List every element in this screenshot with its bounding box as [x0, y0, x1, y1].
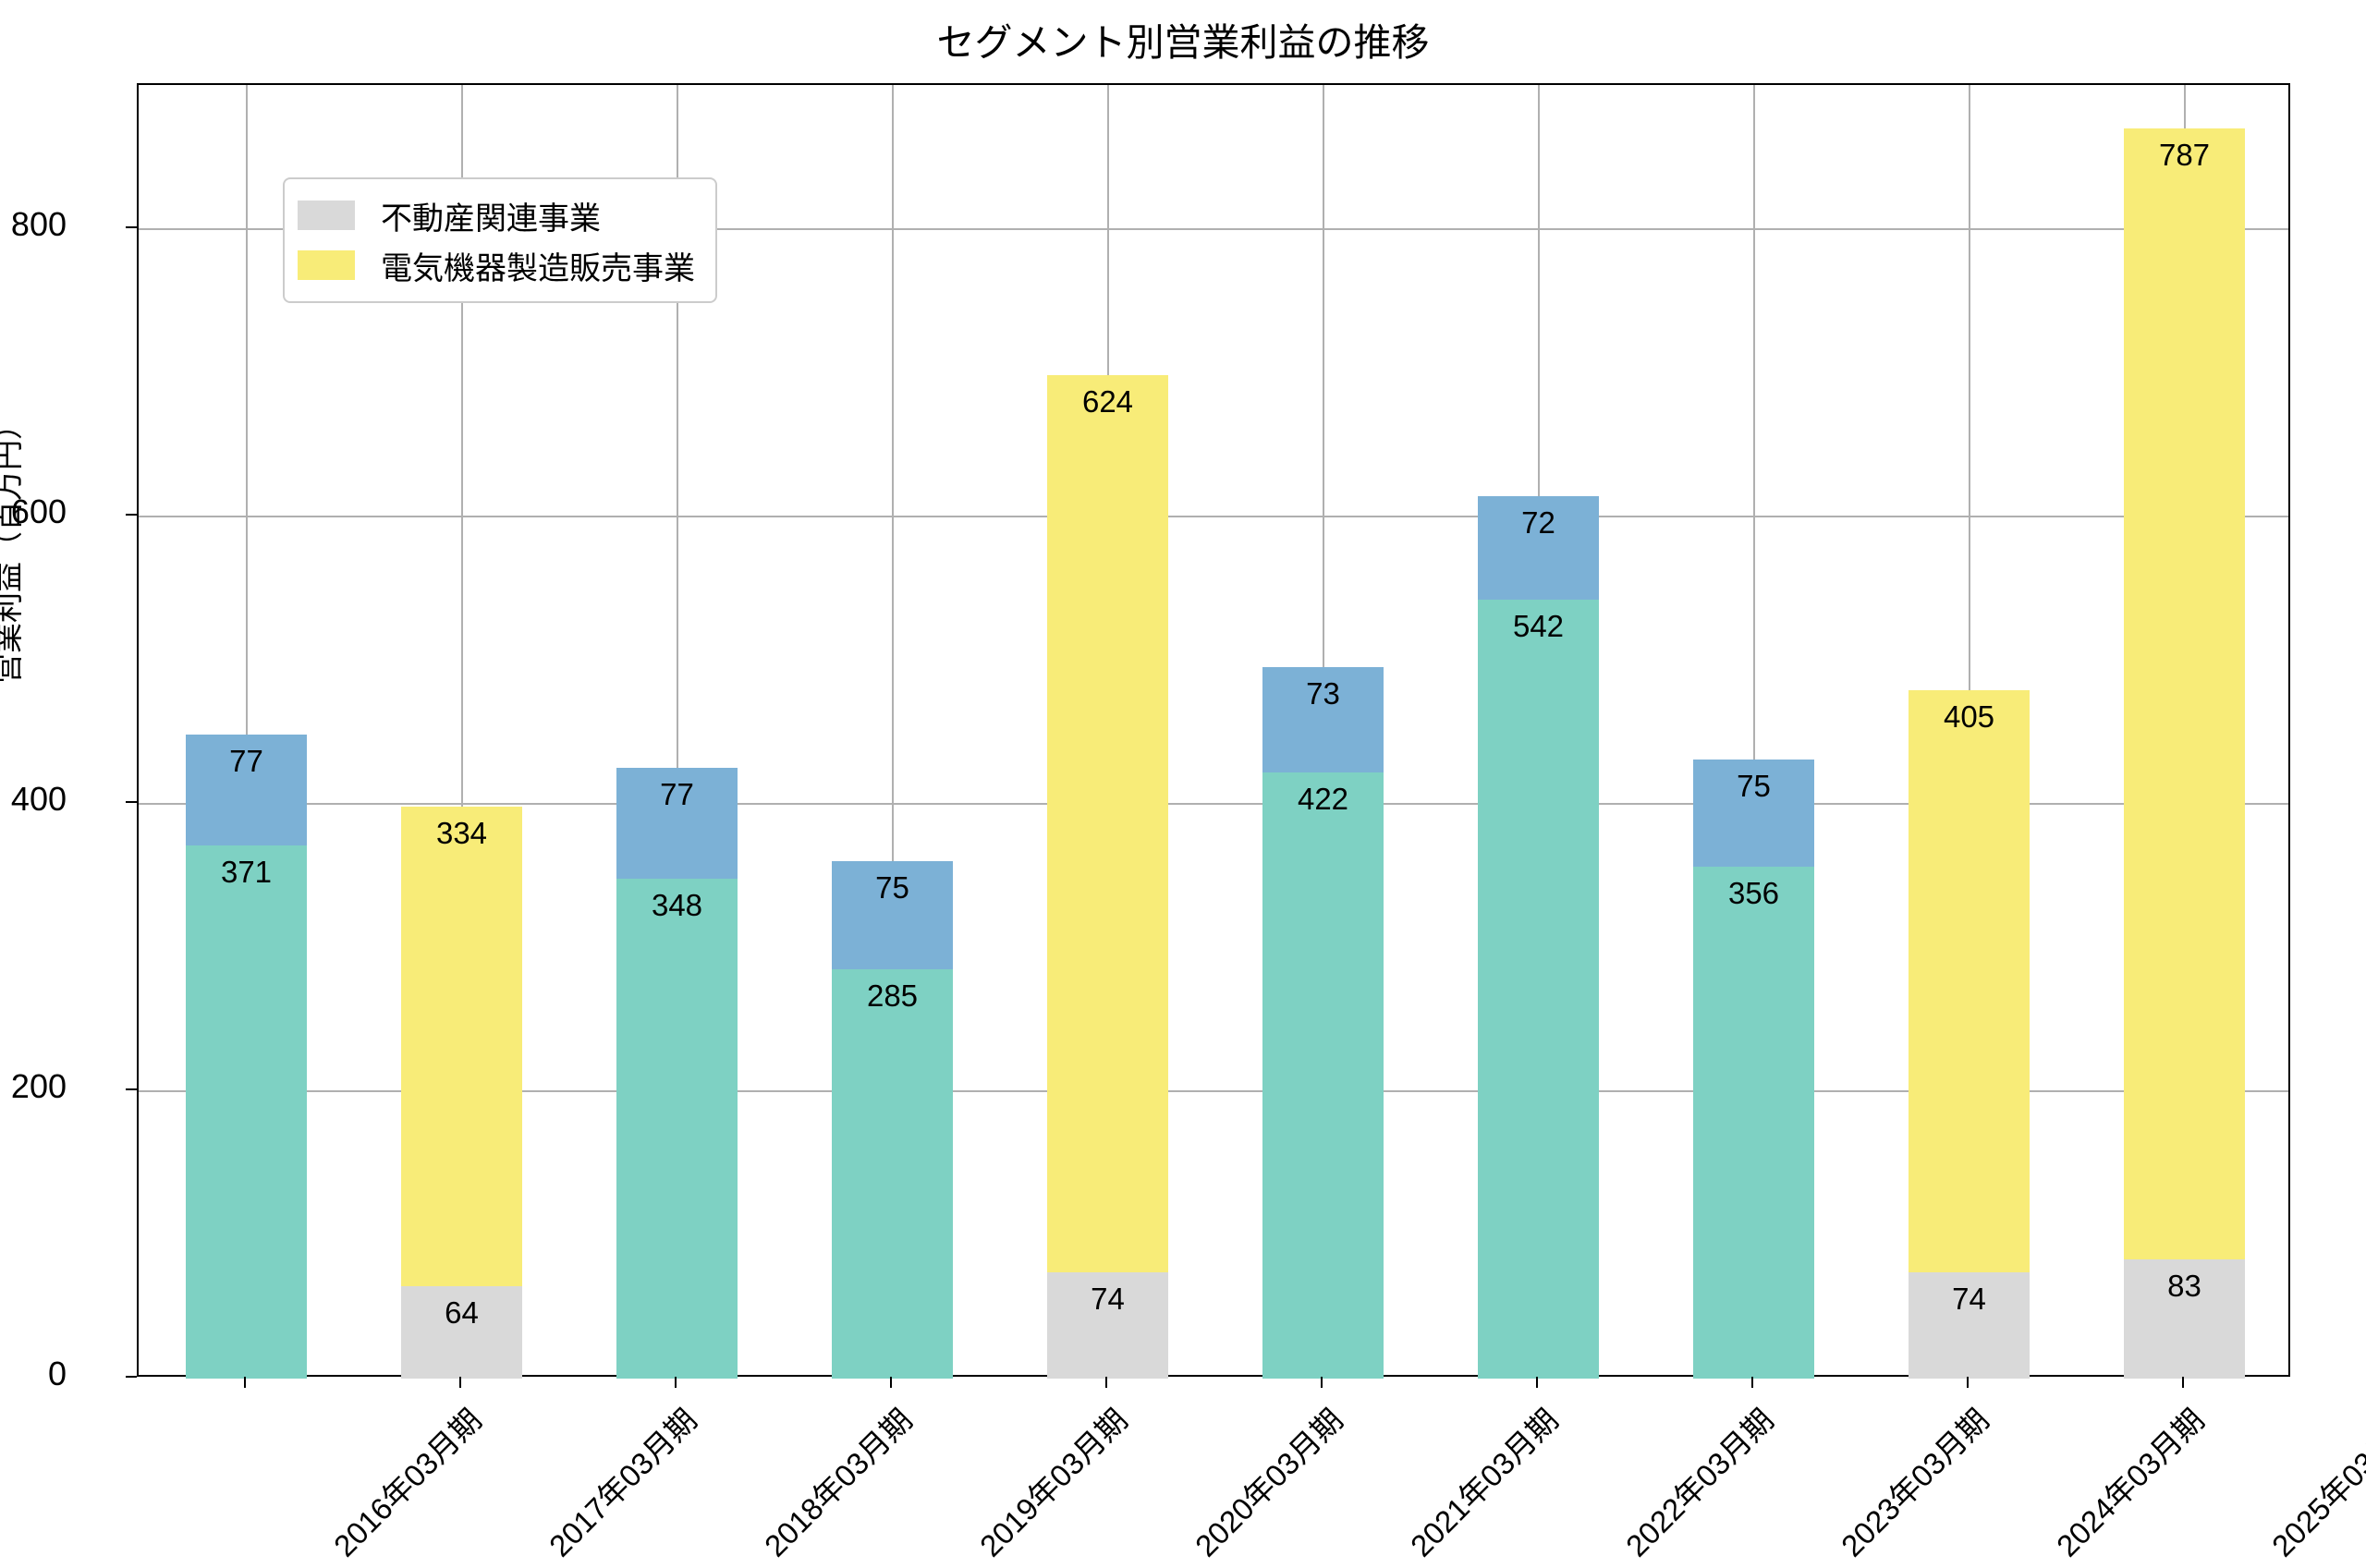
- x-axis-tick-label: 2018年03月期: [757, 1402, 919, 1563]
- bar-segment[interactable]: [1478, 599, 1599, 1379]
- bar-value-label: 74: [1952, 1281, 1986, 1316]
- bar-value-label: 73: [1306, 676, 1340, 711]
- bar-segment[interactable]: [1909, 1271, 2030, 1379]
- bar-segment[interactable]: [401, 1286, 522, 1379]
- bar-value-label: 74: [1091, 1281, 1125, 1316]
- bar-segment[interactable]: [616, 767, 738, 879]
- legend-label: 不動産関連事業: [381, 201, 601, 237]
- y-axis-tick-label: 200: [10, 1066, 67, 1105]
- gridline-vertical: [460, 85, 463, 1375]
- gridline-horizontal: [139, 1089, 2288, 1092]
- bar-segment[interactable]: [1262, 667, 1384, 772]
- gridline-vertical: [245, 85, 248, 1375]
- legend-item[interactable]: 電気機器製造販売事業: [298, 240, 695, 290]
- bar-value-label: 77: [229, 744, 263, 779]
- x-axis-tick-mark: [1320, 1377, 1323, 1388]
- legend-item[interactable]: 不動産関連事業: [298, 190, 695, 240]
- bar-segment[interactable]: [1262, 772, 1384, 1379]
- bar-segment[interactable]: [2124, 1258, 2245, 1379]
- legend-swatch-icon: [298, 250, 355, 280]
- bar-value-label: 72: [1521, 504, 1555, 540]
- bar-segment[interactable]: [401, 806, 522, 1287]
- bar-value-label: 75: [1737, 768, 1771, 803]
- bar-value-label: 787: [2158, 137, 2211, 172]
- bar-value-label: 83: [2167, 1268, 2201, 1303]
- bar-value-label: 77: [660, 776, 694, 811]
- x-axis-tick-mark: [889, 1377, 892, 1388]
- gridline-horizontal: [139, 802, 2288, 805]
- bar-value-label: 405: [1943, 699, 1995, 734]
- gridline-horizontal: [139, 515, 2288, 517]
- y-axis-tick-mark: [126, 225, 137, 228]
- bar-segment[interactable]: [1047, 375, 1168, 1272]
- gridline-vertical: [891, 85, 894, 1375]
- bar-value-label: 334: [435, 815, 488, 850]
- page-title: セグメント別営業利益の推移: [936, 21, 1430, 64]
- y-axis-tick-label: 0: [47, 1355, 67, 1392]
- y-axis-tick-label: 600: [10, 492, 67, 530]
- bar-segment[interactable]: [616, 878, 738, 1379]
- y-axis-tick-mark: [126, 1088, 137, 1090]
- gridline-vertical: [676, 85, 678, 1375]
- bar-segment[interactable]: [1047, 1271, 1168, 1379]
- x-axis-tick-label: 2019年03月期: [972, 1402, 1134, 1563]
- x-axis-tick-mark: [1535, 1377, 1538, 1388]
- x-axis-tick-mark: [2181, 1377, 2184, 1388]
- x-axis-tick-label: 2023年03月期: [1834, 1402, 1995, 1563]
- x-axis-tick-label: 2021年03月期: [1403, 1402, 1565, 1563]
- y-axis-title: 営業利益（百万円）: [0, 409, 25, 684]
- bar-segment[interactable]: [1478, 495, 1599, 600]
- bar-segment[interactable]: [2124, 128, 2245, 1259]
- y-axis-tick-mark: [126, 1376, 137, 1378]
- bar-segment[interactable]: [186, 735, 307, 845]
- x-axis-tick-mark: [1104, 1377, 1107, 1388]
- bar-value-label: 422: [1297, 781, 1349, 816]
- x-axis-tick-mark: [674, 1377, 677, 1388]
- x-axis-tick-mark: [1750, 1377, 1753, 1388]
- x-axis-tick-label: 2022年03月期: [1618, 1402, 1780, 1563]
- bar-value-label: 285: [866, 978, 919, 1013]
- y-axis-tick-label: 800: [10, 204, 67, 243]
- legend: 不動産関連事業電気機器製造販売事業: [283, 177, 717, 303]
- x-axis-tick-label: 2020年03月期: [1188, 1402, 1349, 1563]
- bar-segment[interactable]: [1909, 689, 2030, 1272]
- legend-label: 電気機器製造販売事業: [381, 250, 695, 286]
- x-axis-tick-label: 2017年03月期: [542, 1402, 703, 1563]
- bar-value-label: 542: [1512, 608, 1565, 643]
- x-axis-tick-mark: [1966, 1377, 1969, 1388]
- bar-segment[interactable]: [186, 845, 307, 1379]
- bar-segment[interactable]: [1693, 759, 1814, 868]
- y-axis-tick-mark: [126, 800, 137, 803]
- bar-segment[interactable]: [832, 968, 953, 1379]
- bar-segment[interactable]: [832, 861, 953, 969]
- gridline-horizontal: [139, 227, 2288, 230]
- gridline-vertical: [1752, 85, 1755, 1375]
- x-axis-tick-label: 2024年03月期: [2049, 1402, 2211, 1563]
- y-axis-tick-label: 400: [10, 779, 67, 818]
- bar-value-label: 348: [651, 887, 703, 922]
- bar-value-label: 371: [220, 854, 273, 889]
- plot-area: 371 77 64 334 348 77 285 75 74 624 422 73 542 72 356 75…: [137, 83, 2290, 1379]
- bar-value-label: 75: [875, 870, 909, 905]
- x-axis-tick-mark: [243, 1377, 246, 1388]
- x-axis-tick-label: 2016年03月期: [326, 1402, 488, 1563]
- legend-swatch-icon: [298, 201, 355, 230]
- bar-value-label: 624: [1081, 384, 1134, 419]
- bar-value-label: 356: [1727, 876, 1780, 911]
- y-axis-tick-mark: [126, 513, 137, 516]
- x-axis-tick-label: 2025年03月期: [2264, 1402, 2366, 1563]
- bar-value-label: 64: [445, 1295, 479, 1331]
- bar-segment[interactable]: [1693, 867, 1814, 1379]
- x-axis-tick-mark: [458, 1377, 461, 1388]
